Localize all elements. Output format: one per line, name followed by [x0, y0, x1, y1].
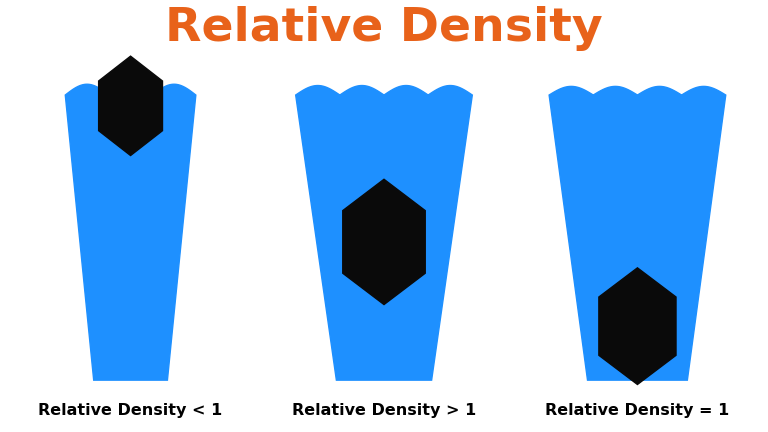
Polygon shape	[296, 86, 472, 380]
Polygon shape	[343, 179, 425, 305]
Text: Relative Density = 1: Relative Density = 1	[545, 403, 730, 418]
Text: Relative Density > 1: Relative Density > 1	[292, 403, 476, 418]
Polygon shape	[65, 84, 196, 380]
Text: Relative Density < 1: Relative Density < 1	[38, 403, 223, 418]
Text: Relative Density: Relative Density	[165, 6, 603, 51]
Polygon shape	[599, 268, 676, 384]
Polygon shape	[98, 56, 163, 156]
Polygon shape	[549, 86, 726, 380]
